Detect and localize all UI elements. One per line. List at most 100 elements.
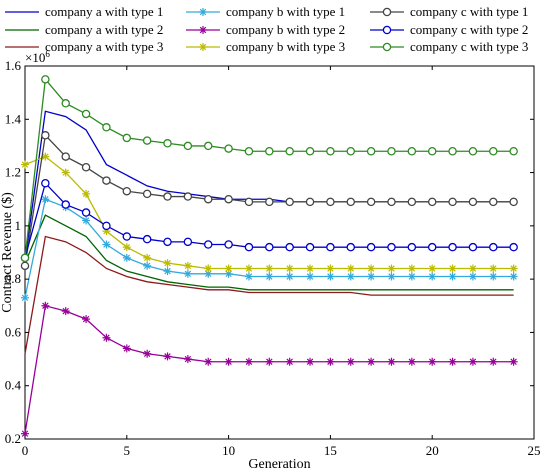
data-point	[61, 168, 70, 177]
data-point	[224, 264, 233, 273]
data-point	[306, 357, 315, 366]
data-point	[224, 240, 233, 249]
data-point	[142, 136, 152, 145]
data-point	[224, 357, 233, 366]
data-point	[20, 253, 30, 263]
data-point	[428, 264, 437, 273]
data-point	[244, 264, 253, 273]
x-axis-title: Generation	[248, 457, 310, 472]
series-company-b-with-type-2	[21, 301, 518, 438]
data-point	[346, 357, 355, 366]
data-point	[468, 264, 477, 273]
data-point	[163, 267, 172, 276]
x-tick-label: 20	[426, 443, 439, 458]
data-point	[448, 272, 457, 281]
data-point	[468, 147, 478, 156]
data-point	[407, 197, 417, 207]
legend-entry: company a with type 2	[5, 22, 163, 37]
data-point	[204, 357, 213, 366]
data-point	[61, 152, 70, 161]
data-point	[41, 178, 50, 188]
data-point	[407, 147, 417, 156]
data-point	[489, 197, 498, 207]
data-point	[265, 197, 274, 207]
data-point	[305, 147, 315, 156]
data-point	[489, 147, 498, 156]
legend-marker	[382, 42, 392, 52]
data-point	[367, 264, 376, 273]
legend-label: company c with type 3	[410, 39, 528, 54]
legend-entry: company a with type 1	[5, 4, 163, 19]
data-point	[489, 272, 498, 281]
data-point	[306, 264, 315, 273]
series-line	[24, 214, 514, 291]
data-point	[265, 264, 274, 273]
data-point	[285, 357, 294, 366]
data-point	[224, 194, 233, 204]
data-point	[407, 242, 417, 252]
data-point	[41, 75, 50, 84]
data-point	[122, 186, 132, 196]
y-tick-label: 1.2	[5, 165, 21, 180]
data-point	[244, 242, 254, 252]
data-point	[244, 272, 253, 281]
y-tick-label: 0.6	[5, 324, 22, 339]
legend-label: company c with type 2	[410, 22, 528, 37]
series-company-a-with-type-2	[24, 214, 514, 291]
legend-marker	[199, 43, 207, 51]
data-point	[41, 195, 50, 204]
data-point	[82, 216, 91, 225]
data-point	[305, 242, 315, 252]
data-point	[285, 197, 294, 207]
data-point	[509, 357, 518, 366]
data-point	[183, 192, 193, 201]
data-point	[203, 240, 213, 249]
data-point	[306, 272, 315, 281]
data-point	[122, 344, 131, 353]
axes-layer: 0 5 10 15 20 25 0.2 0.4 0.6 0.8 1 1.2 1.4 1.6	[5, 58, 541, 458]
data-point	[244, 357, 253, 366]
legend-entry: company c with type 1	[370, 4, 528, 19]
data-point	[285, 264, 294, 273]
data-point	[142, 234, 152, 244]
data-point	[387, 272, 396, 281]
data-point	[163, 259, 172, 268]
data-point	[387, 242, 396, 252]
data-point	[285, 147, 294, 156]
series-company-a-with-type-3	[24, 235, 514, 354]
data-point	[81, 109, 91, 119]
data-point	[265, 147, 274, 156]
legend-label: company a with type 2	[45, 22, 163, 37]
series-line	[24, 77, 514, 258]
data-point	[326, 357, 335, 366]
data-point	[407, 264, 416, 273]
data-point	[448, 264, 457, 273]
data-point	[143, 349, 152, 358]
data-point	[367, 357, 376, 366]
data-point	[285, 242, 294, 252]
data-point	[183, 141, 193, 151]
data-point	[163, 139, 172, 148]
data-point	[448, 197, 457, 207]
series-line	[24, 304, 514, 434]
data-point	[407, 272, 416, 281]
data-point	[366, 197, 376, 207]
data-point	[346, 272, 355, 281]
data-point	[509, 264, 518, 273]
legend-entry: company c with type 3	[370, 39, 528, 54]
data-point	[326, 147, 335, 156]
series-company-c-with-type-2	[20, 178, 518, 263]
data-point	[346, 147, 356, 156]
legend-entry: company c with type 2	[370, 22, 528, 37]
legend-entry: company b with type 2	[186, 22, 345, 37]
legend-entry: company a with type 3	[5, 39, 163, 54]
data-point	[102, 333, 111, 342]
data-point	[183, 237, 193, 247]
data-point	[41, 301, 50, 310]
x-tick-label: 5	[124, 443, 131, 458]
data-point	[82, 189, 91, 198]
legend-label: company b with type 1	[226, 4, 345, 19]
data-point	[102, 176, 111, 185]
data-point	[41, 152, 50, 161]
